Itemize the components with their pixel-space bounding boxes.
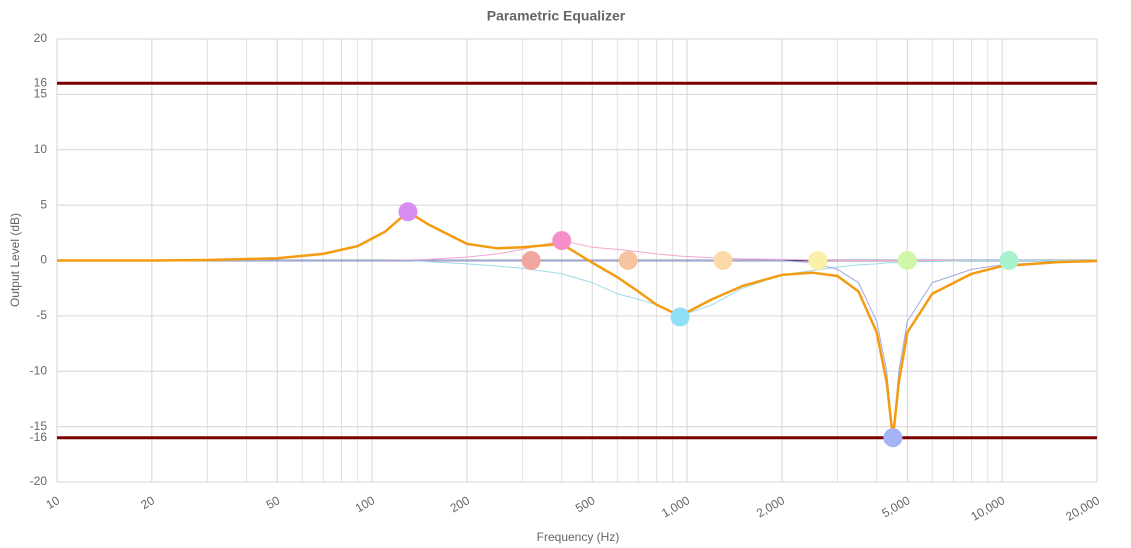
y-tick-label: -5 — [36, 308, 47, 322]
band-handle[interactable] — [618, 251, 638, 270]
x-tick-label: 500 — [573, 493, 598, 515]
limit-label: -16 — [30, 430, 48, 444]
x-tick-label: 50 — [264, 493, 283, 512]
limit-label: 16 — [34, 75, 48, 89]
y-tick-label: 0 — [40, 253, 47, 267]
eq-curve — [57, 260, 1098, 439]
band-handle[interactable] — [521, 251, 541, 270]
y-tick-label: 5 — [40, 197, 47, 211]
y-tick-label: 20 — [34, 31, 48, 45]
y-axis-label: Output Level (dB) — [8, 213, 22, 307]
band-handle[interactable] — [552, 231, 572, 251]
y-tick-label: -20 — [30, 474, 48, 488]
band-handle[interactable] — [713, 251, 733, 270]
x-tick-label: 5,000 — [879, 493, 912, 520]
x-tick-label: 2,000 — [754, 493, 787, 520]
y-tick-label: 15 — [34, 87, 48, 101]
x-axis-label: Frequency (Hz) — [537, 530, 620, 544]
band-handle[interactable] — [670, 307, 690, 327]
band-handle[interactable] — [883, 428, 903, 448]
band-handle[interactable] — [398, 202, 418, 222]
y-tick-label: -15 — [30, 419, 48, 433]
band-handle[interactable] — [999, 251, 1019, 270]
x-tick-label: 10,000 — [968, 493, 1007, 524]
x-tick-label: 20,000 — [1063, 493, 1102, 524]
y-tick-label: -10 — [30, 363, 48, 377]
x-tick-label: 20 — [138, 493, 157, 512]
y-tick-label: 10 — [34, 142, 48, 156]
x-tick-label: 1,000 — [659, 493, 692, 520]
x-tick-label: 10 — [44, 493, 63, 512]
x-tick-label: 100 — [353, 493, 378, 515]
chart-title: Parametric Equalizer — [487, 8, 626, 24]
band-handle[interactable] — [808, 251, 828, 270]
band-handle[interactable] — [897, 251, 917, 270]
eq-curve — [57, 210, 1098, 439]
eq-curve — [57, 240, 1097, 261]
x-tick-label: 200 — [448, 493, 473, 515]
